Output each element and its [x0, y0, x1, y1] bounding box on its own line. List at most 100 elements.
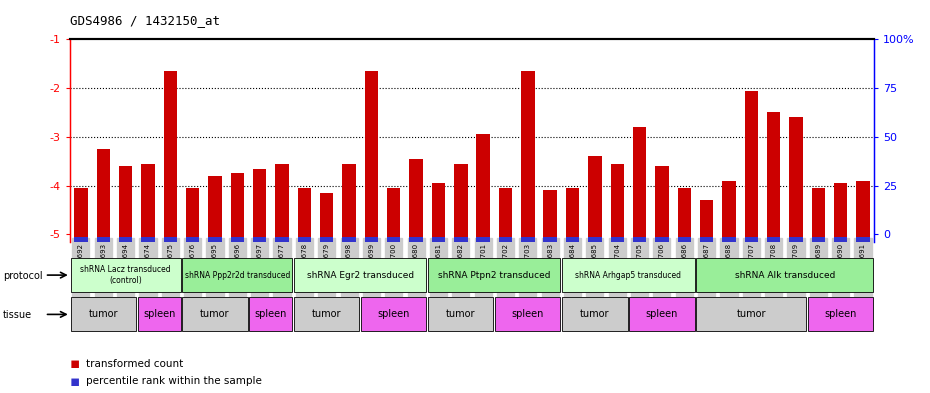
Text: spleen: spleen — [645, 309, 678, 320]
Bar — [697, 258, 873, 292]
Bar — [498, 188, 512, 242]
Bar — [588, 237, 602, 242]
Text: percentile rank within the sample: percentile rank within the sample — [86, 376, 262, 386]
Bar — [630, 298, 695, 331]
Bar — [71, 258, 180, 292]
Bar — [723, 181, 736, 242]
Bar — [71, 298, 136, 331]
Bar — [656, 166, 669, 242]
Bar — [253, 169, 266, 242]
Bar — [588, 156, 602, 242]
Bar — [342, 237, 356, 242]
Text: spleen: spleen — [143, 309, 176, 320]
Bar — [543, 237, 557, 242]
Text: spleen: spleen — [378, 309, 410, 320]
Bar — [610, 237, 624, 242]
Bar — [808, 298, 873, 331]
Text: tumor: tumor — [312, 309, 341, 320]
Text: GDS4986 / 1432150_at: GDS4986 / 1432150_at — [70, 14, 219, 27]
Text: tumor: tumor — [580, 309, 610, 320]
Bar — [790, 118, 803, 242]
Text: tissue: tissue — [3, 310, 32, 320]
Bar — [521, 237, 535, 242]
Bar — [767, 112, 780, 242]
Bar — [298, 237, 311, 242]
Bar — [521, 71, 535, 242]
Bar — [231, 173, 244, 242]
Bar — [275, 237, 288, 242]
Bar — [656, 237, 669, 242]
Text: tumor: tumor — [88, 309, 118, 320]
Text: spleen: spleen — [825, 309, 857, 320]
Bar — [790, 237, 803, 242]
Bar — [119, 166, 132, 242]
Bar — [409, 159, 423, 242]
Bar — [454, 163, 468, 242]
Bar — [678, 237, 691, 242]
Bar — [767, 237, 780, 242]
Bar — [361, 298, 426, 331]
Bar — [700, 237, 713, 242]
Bar — [454, 237, 468, 242]
Text: shRNA Ppp2r2d transduced: shRNA Ppp2r2d transduced — [185, 271, 290, 279]
Bar — [432, 237, 445, 242]
Bar — [697, 298, 806, 331]
Bar — [208, 237, 221, 242]
Bar — [208, 176, 221, 242]
Bar — [745, 90, 758, 242]
Bar — [141, 163, 154, 242]
Bar — [409, 237, 423, 242]
Bar — [700, 200, 713, 242]
Text: ▪: ▪ — [70, 356, 80, 371]
Bar — [164, 71, 177, 242]
Bar — [476, 237, 490, 242]
Bar — [294, 258, 426, 292]
Bar — [253, 237, 266, 242]
Bar — [97, 237, 110, 242]
Bar — [275, 163, 288, 242]
Text: shRNA Alk transduced: shRNA Alk transduced — [735, 271, 835, 279]
Bar — [678, 188, 691, 242]
Text: transformed count: transformed count — [86, 358, 184, 369]
Bar — [97, 149, 110, 242]
Bar — [138, 298, 180, 331]
Bar — [164, 237, 177, 242]
Text: tumor: tumor — [446, 309, 475, 320]
Bar — [387, 188, 401, 242]
Bar — [342, 163, 356, 242]
Bar — [812, 188, 825, 242]
Text: spleen: spleen — [512, 309, 544, 320]
Bar — [231, 237, 244, 242]
Bar — [543, 191, 557, 242]
Bar — [182, 298, 247, 331]
Bar — [476, 134, 490, 242]
Bar — [563, 298, 628, 331]
Bar — [834, 183, 847, 242]
Bar — [298, 188, 311, 242]
Text: spleen: spleen — [255, 309, 287, 320]
Bar — [857, 181, 870, 242]
Bar — [428, 258, 561, 292]
Text: shRNA Ptpn2 transduced: shRNA Ptpn2 transduced — [438, 271, 551, 279]
Bar — [857, 237, 870, 242]
Bar — [387, 237, 401, 242]
Bar — [632, 127, 646, 242]
Bar — [565, 237, 579, 242]
Bar — [141, 237, 154, 242]
Bar — [186, 237, 199, 242]
Bar — [723, 237, 736, 242]
Bar — [632, 237, 646, 242]
Bar — [432, 183, 445, 242]
Bar — [320, 237, 334, 242]
Bar — [74, 188, 87, 242]
Text: tumor: tumor — [737, 309, 766, 320]
Bar — [428, 298, 494, 331]
Bar — [294, 298, 359, 331]
Bar — [249, 298, 292, 331]
Text: shRNA Lacz transduced
(control): shRNA Lacz transduced (control) — [80, 265, 171, 285]
Bar — [119, 237, 132, 242]
Text: shRNA Arhgap5 transduced: shRNA Arhgap5 transduced — [576, 271, 682, 279]
Bar — [745, 237, 758, 242]
Bar — [182, 258, 292, 292]
Text: ▪: ▪ — [70, 374, 80, 389]
